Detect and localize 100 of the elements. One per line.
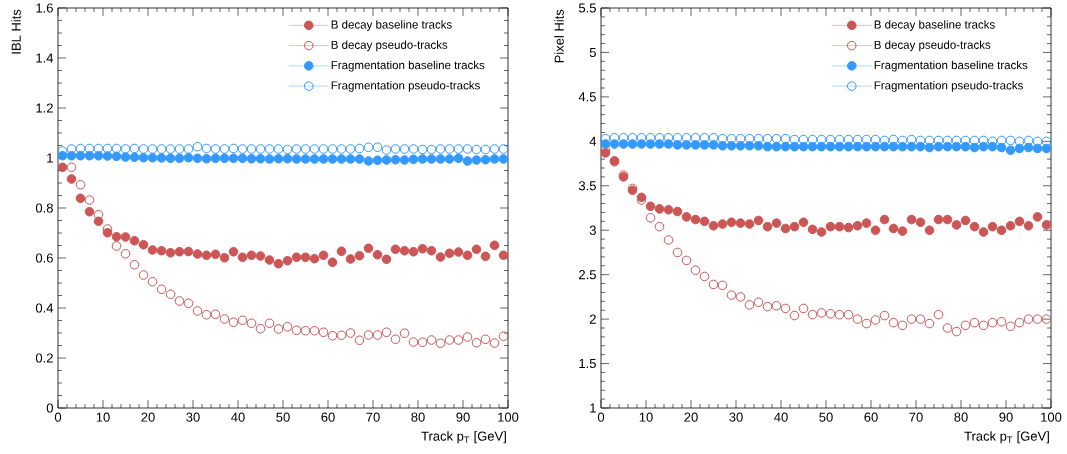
point	[843, 222, 854, 233]
point	[735, 218, 746, 228]
point	[753, 133, 764, 144]
point	[300, 154, 311, 164]
point	[735, 140, 746, 151]
point	[987, 221, 998, 232]
point	[102, 143, 113, 154]
point	[726, 133, 737, 144]
point	[996, 225, 1007, 236]
x-tick-label: 70	[366, 412, 380, 422]
point	[192, 153, 203, 164]
point	[798, 217, 809, 228]
point	[201, 143, 212, 154]
point	[255, 323, 266, 334]
point	[390, 244, 401, 255]
point	[1041, 220, 1052, 230]
point	[372, 249, 383, 260]
point	[138, 270, 149, 280]
point	[264, 144, 275, 154]
point	[111, 151, 122, 162]
point	[399, 144, 410, 154]
y-axis-title: IBL Hits	[11, 9, 21, 54]
point	[942, 214, 953, 225]
point	[183, 246, 194, 257]
point	[480, 154, 491, 165]
point	[498, 250, 509, 261]
point	[255, 251, 266, 261]
point	[228, 153, 239, 164]
point	[354, 154, 365, 164]
y-tick-label: 2	[589, 314, 596, 324]
point	[408, 154, 419, 165]
point	[210, 153, 221, 164]
point	[183, 144, 194, 154]
point	[744, 219, 755, 229]
point	[453, 335, 464, 345]
point	[147, 152, 158, 163]
point	[816, 308, 827, 318]
point	[843, 141, 854, 152]
point	[969, 142, 980, 153]
point	[417, 337, 428, 348]
point	[309, 325, 320, 336]
x-tick-label: 90	[456, 412, 470, 422]
point	[219, 252, 230, 263]
point	[129, 235, 140, 246]
point	[273, 258, 284, 269]
point	[471, 244, 482, 255]
point	[480, 251, 491, 262]
point	[1032, 212, 1043, 222]
point	[210, 309, 221, 320]
y-tick-label: 2.5	[579, 270, 596, 280]
point	[84, 143, 95, 154]
point	[498, 331, 509, 342]
point	[834, 309, 845, 320]
point	[960, 215, 971, 226]
y-tick-label: 1.5	[579, 359, 596, 369]
point	[951, 220, 962, 230]
point	[57, 162, 68, 173]
point	[453, 153, 464, 164]
point	[336, 144, 347, 154]
point	[471, 155, 482, 165]
point	[363, 330, 374, 340]
point	[336, 330, 347, 341]
point	[129, 143, 140, 154]
point	[861, 318, 872, 329]
legend-label: B decay baseline tracks	[874, 20, 995, 31]
point	[645, 212, 656, 223]
point	[435, 252, 446, 262]
point	[120, 144, 131, 154]
point	[435, 338, 446, 349]
point	[879, 310, 890, 321]
point	[75, 193, 86, 204]
point	[726, 217, 737, 228]
x-axis-title: Track p$_{T}$ [GeV]	[964, 431, 1049, 444]
y-tick-label: 0.8	[35, 203, 53, 213]
point	[309, 144, 320, 154]
point	[174, 144, 185, 154]
point	[453, 247, 464, 257]
point	[282, 255, 293, 266]
point	[75, 179, 86, 190]
point	[129, 152, 140, 163]
point	[807, 309, 818, 320]
point	[210, 249, 221, 260]
point	[672, 206, 683, 217]
point	[336, 154, 347, 164]
point	[825, 308, 836, 319]
point	[264, 318, 275, 329]
point	[645, 201, 656, 212]
point	[879, 214, 890, 225]
point	[690, 265, 701, 276]
point	[753, 140, 764, 151]
point	[246, 144, 257, 154]
point	[444, 144, 455, 154]
point	[66, 162, 77, 173]
point	[906, 314, 917, 324]
point	[462, 250, 473, 261]
point	[852, 314, 863, 324]
point	[318, 144, 329, 154]
point	[408, 144, 419, 154]
point	[282, 321, 293, 332]
point	[183, 298, 194, 309]
